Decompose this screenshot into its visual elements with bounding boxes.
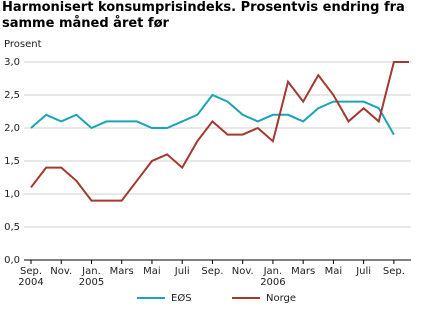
x-tick-label: Sep. 2004 (18, 266, 43, 288)
x-tick-label: Nov. (232, 266, 254, 277)
y-tick-label: 1,5 (4, 156, 20, 167)
legend-label: Norge (266, 293, 296, 304)
x-tick-label: Juli (355, 266, 371, 277)
chart-title: Harmonisert konsumprisindeks. Prosentvis… (2, 0, 405, 31)
x-tick-label: Mai (143, 266, 161, 277)
x-tick-label: Juli (174, 266, 190, 277)
x-tick-label: Nov. (50, 266, 72, 277)
x-tick-label: Mai (325, 266, 343, 277)
y-tick-label: 0,5 (4, 222, 20, 233)
y-tick-label: 1,0 (4, 189, 20, 200)
x-tick-label: Jan. 2006 (260, 266, 285, 288)
x-tick-label: Mars (110, 266, 134, 277)
x-tick-label: Mars (291, 266, 315, 277)
y-tick-label: 3,0 (4, 57, 20, 68)
x-tick-label: Sep. (201, 266, 223, 277)
y-axis-label: Prosent (4, 39, 42, 50)
x-tick-label: Jan. 2005 (79, 266, 104, 288)
y-tick-label: 2,0 (4, 123, 20, 134)
series-line (30, 93, 395, 136)
y-tick-label: 0,0 (4, 255, 20, 266)
x-tick-label: Sep. (383, 266, 405, 277)
series-line (30, 61, 409, 202)
legend-label: EØS (171, 292, 192, 304)
y-tick-label: 2,5 (4, 90, 20, 101)
